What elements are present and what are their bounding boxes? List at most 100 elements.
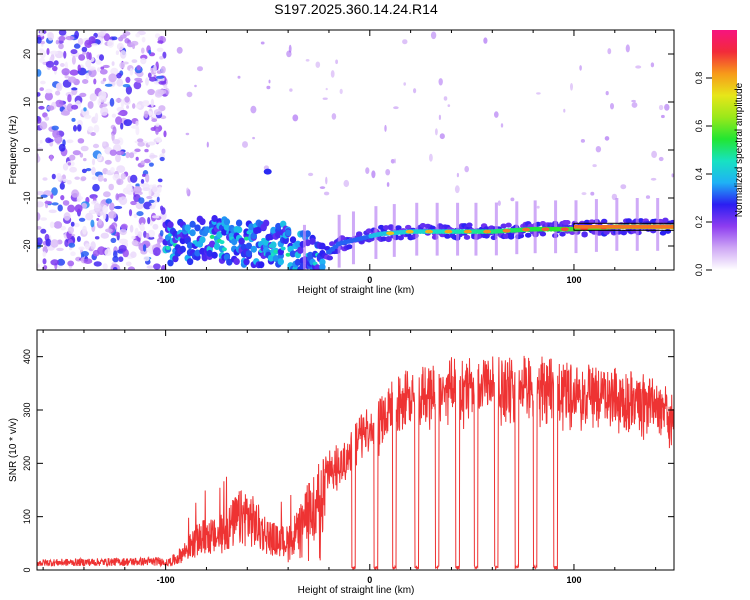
spectrogram-cell	[157, 186, 162, 193]
spectrogram-cell	[206, 249, 213, 257]
spectrogram-cell	[201, 254, 208, 262]
spectrogram-cell	[44, 200, 52, 205]
spectrogram-cell	[104, 83, 113, 87]
spectrogram-cell	[93, 124, 100, 133]
spectrogram-cell	[37, 69, 42, 77]
spectrogram-cell	[142, 244, 147, 252]
spectrogram-cell	[266, 85, 271, 90]
spectrogram-cell	[199, 236, 206, 244]
spectrogram-cell	[382, 225, 390, 231]
spectrogram-cell	[356, 231, 363, 237]
spectrogram-cell	[90, 219, 95, 228]
spectrogram-cell	[510, 197, 515, 202]
spectrogram-cell	[148, 162, 154, 167]
spectrogram-cell	[147, 236, 155, 240]
spectrogram-cell	[151, 186, 158, 193]
spectrogram-cell	[78, 54, 86, 61]
spectrogram-cell	[671, 173, 674, 178]
spectrogram-cell	[62, 178, 68, 183]
spectrogram-cell	[142, 101, 150, 107]
spectrogram-cell	[109, 202, 115, 211]
spectrogram-cell	[55, 83, 62, 90]
spectrogram-cell	[87, 101, 94, 109]
spectrogram-cell	[429, 153, 433, 162]
spectrogram-cell	[37, 263, 40, 269]
spectrogram-cell	[58, 143, 66, 152]
spectrogram-cells	[37, 30, 674, 270]
spectrogram-cell	[73, 222, 80, 228]
spectrogram-cell	[330, 70, 335, 78]
spectrogram-cell	[65, 35, 75, 41]
spectrogram-cell	[37, 226, 42, 230]
spectrogram-cell	[664, 103, 670, 111]
spectrogram-cell	[97, 246, 106, 256]
spectrogram-cell	[658, 104, 664, 111]
spectrogram-cell	[221, 247, 227, 252]
spectrogram-cell	[92, 183, 100, 192]
spectrogram-cell	[57, 204, 63, 212]
spectrogram-cell	[66, 179, 72, 185]
spectrogram-cell	[172, 255, 179, 263]
spectrogram-cell	[294, 258, 302, 266]
spectrogram-cell	[142, 187, 151, 192]
spectrogram-cell	[37, 237, 43, 246]
spectrogram-cell	[184, 224, 191, 232]
spectrogram-cell	[658, 156, 664, 162]
spectrogram-cell	[68, 242, 76, 248]
spectrogram-cell	[186, 258, 194, 266]
spectrogram-cell	[581, 231, 588, 237]
spectrogram-cell	[235, 219, 243, 227]
spectrogram-cell	[117, 111, 125, 116]
spectrogram-cell	[105, 198, 113, 204]
spectrogram-cell	[380, 236, 387, 242]
spectrogram-cell	[108, 211, 117, 219]
spectrogram-cell	[365, 228, 373, 234]
spectrogram-cell	[483, 37, 488, 44]
spectrogram-cell	[143, 110, 149, 119]
spectrogram-cell	[351, 211, 355, 265]
spectrogram-cell	[162, 51, 167, 59]
spectrogram-cell	[62, 200, 70, 206]
spectrogram-cell	[85, 72, 90, 81]
spectrogram-cell	[77, 64, 81, 72]
spectrogram-cell	[152, 223, 159, 230]
spectrogram-cell	[456, 172, 459, 178]
spectrogram-cell	[443, 96, 448, 101]
spectrogram-cell	[118, 256, 124, 263]
spectrogram-cell	[49, 221, 55, 229]
spectrogram-cell	[315, 61, 321, 68]
spectrogram-cell	[105, 228, 113, 233]
carrier-core-cell	[444, 229, 453, 234]
spectrogram-cell	[211, 251, 218, 259]
colorbar-gradient	[712, 30, 737, 270]
spectrogram-cell	[77, 138, 85, 144]
y-tick-label: 20	[22, 49, 32, 59]
x-tick-label: 100	[566, 575, 581, 585]
spectrogram-x-label: Height of straight line (km)	[298, 285, 415, 296]
spectrogram-cell	[70, 49, 78, 55]
spectrogram-cell	[444, 233, 451, 239]
spectrogram-cell	[37, 36, 42, 44]
spectrogram-cell	[78, 217, 86, 222]
spectrogram-cell	[102, 64, 110, 69]
spectrogram-cell	[77, 38, 84, 45]
spectrogram-cell	[161, 265, 167, 270]
spectrogram-cell	[81, 46, 88, 53]
spectrogram-cell	[659, 230, 667, 236]
y-tick-label: 300	[22, 402, 32, 417]
spectrogram-cell	[42, 112, 48, 118]
spectrogram-cell	[67, 226, 74, 234]
spectrogram-cell	[116, 72, 122, 79]
colorbar-tick-label: 0.0	[694, 264, 704, 277]
spectrogram-cell	[98, 90, 107, 100]
spectrogram-cell	[137, 231, 143, 238]
spectrogram-cell	[49, 154, 53, 162]
spectrogram-cell	[268, 79, 271, 84]
spectrogram-cell	[109, 149, 117, 156]
spectrogram-cell	[39, 57, 45, 64]
spectrogram-cell	[464, 165, 470, 173]
y-tick-label: 10	[22, 97, 32, 107]
spectrogram-cell	[134, 227, 139, 236]
spectrogram-cell	[226, 258, 233, 266]
spectrogram-cell	[140, 160, 145, 166]
